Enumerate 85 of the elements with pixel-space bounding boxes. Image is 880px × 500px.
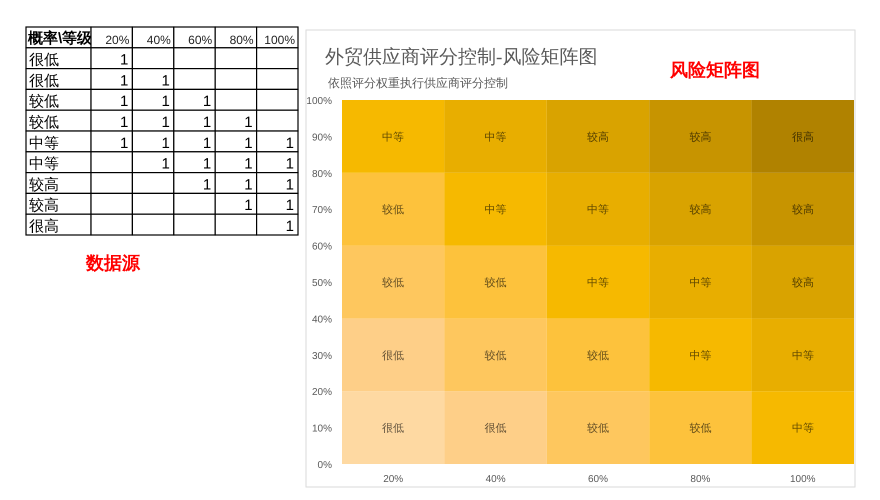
y-tick: 60% [312, 242, 332, 253]
series-name: 中等 [792, 350, 814, 362]
series-name: 较低 [382, 277, 404, 289]
cell-label: 1 [286, 156, 294, 173]
x-tick: 60% [188, 32, 212, 47]
y-tick: 0% [318, 460, 332, 471]
ylabel: 概率\等级 [28, 30, 92, 47]
annotation: 风险矩阵图 [670, 60, 760, 80]
cell-label: 1 [161, 72, 170, 90]
y-tick: 30% [312, 350, 332, 362]
series-name: 中等 [689, 350, 712, 362]
cell-label: 1 [244, 114, 253, 131]
x-tick: 40% [486, 474, 506, 485]
y-tick: 80% [312, 168, 332, 180]
cell-label: 1 [202, 134, 212, 152]
y-tick: 50% [312, 278, 332, 289]
y-tick: 中等 [29, 134, 59, 152]
y-tick: 10% [312, 424, 332, 435]
y-tick: 很高 [29, 218, 59, 235]
cell-label: 1 [286, 218, 294, 235]
x-tick: 100% [264, 32, 295, 47]
subtitle: 依照评分权重执行供应商评分控制 [328, 76, 508, 90]
cell-label: 1 [161, 134, 170, 152]
series-name: 较高 [587, 131, 609, 144]
x-tick: 20% [383, 474, 404, 485]
y-tick: 90% [312, 132, 332, 144]
series-name: 较低 [382, 204, 404, 216]
cell-label: 1 [161, 114, 170, 131]
x-tick: 60% [588, 474, 608, 485]
series-name: 较高 [792, 204, 814, 216]
cell-label: 1 [120, 72, 128, 90]
x-tick: 80% [230, 32, 254, 47]
cell-label: 1 [244, 134, 253, 152]
cell-label: 1 [286, 197, 294, 214]
series-name: 较高 [689, 131, 712, 144]
series-name: 中等 [792, 422, 814, 435]
series-name: 较低 [689, 422, 712, 435]
y-tick: 很低 [29, 72, 59, 90]
y-tick: 20% [312, 387, 332, 398]
series-name: 较高 [689, 204, 712, 216]
cell-label: 1 [202, 176, 212, 194]
cell-label: 1 [120, 114, 128, 131]
x-tick: 40% [146, 32, 171, 47]
cell-label: 1 [161, 93, 170, 110]
series-name: 较低 [484, 350, 507, 362]
series-name: 中等 [382, 131, 404, 144]
series-name: 较低 [484, 277, 507, 289]
x-tick: 20% [105, 32, 130, 47]
series-name: 中等 [484, 131, 507, 144]
series-name: 很高 [792, 131, 814, 144]
series-name: 较低 [587, 422, 609, 435]
y-tick: 100% [306, 96, 332, 107]
cell-label: 1 [244, 176, 253, 194]
y-tick: 很低 [29, 52, 59, 69]
y-tick: 较低 [29, 114, 59, 131]
x-tick: 80% [690, 474, 710, 485]
series-name: 中等 [587, 204, 609, 216]
y-tick: 中等 [29, 156, 59, 173]
series-name: 较高 [792, 277, 814, 289]
title: 外贸供应商评分控制-风险矩阵图 [325, 47, 598, 68]
cell-label: 1 [202, 93, 212, 110]
y-tick: 70% [312, 205, 332, 216]
cell-label: 1 [120, 93, 128, 110]
annotation: 数据源 [86, 253, 140, 273]
cell-label: 1 [286, 176, 294, 194]
cell-label: 1 [120, 134, 128, 152]
series-name: 中等 [587, 277, 609, 289]
series-name: 中等 [484, 204, 507, 216]
y-tick: 较高 [29, 197, 59, 214]
y-tick: 较高 [29, 176, 59, 194]
series-name: 很低 [484, 422, 507, 435]
series-name: 很低 [382, 422, 404, 435]
series-name: 较低 [587, 350, 609, 362]
x-tick: 100% [790, 474, 816, 485]
cell-label: 1 [202, 114, 212, 131]
y-tick: 40% [312, 314, 332, 326]
cell-label: 1 [161, 156, 170, 173]
cell-label: 1 [120, 52, 128, 69]
cell-label: 1 [202, 156, 212, 173]
cell-label: 1 [244, 156, 253, 173]
series-name: 中等 [689, 277, 712, 289]
cell-label: 1 [286, 134, 294, 152]
cell-label: 1 [244, 197, 253, 214]
y-tick: 较低 [29, 93, 59, 110]
series-name: 很低 [382, 350, 404, 362]
